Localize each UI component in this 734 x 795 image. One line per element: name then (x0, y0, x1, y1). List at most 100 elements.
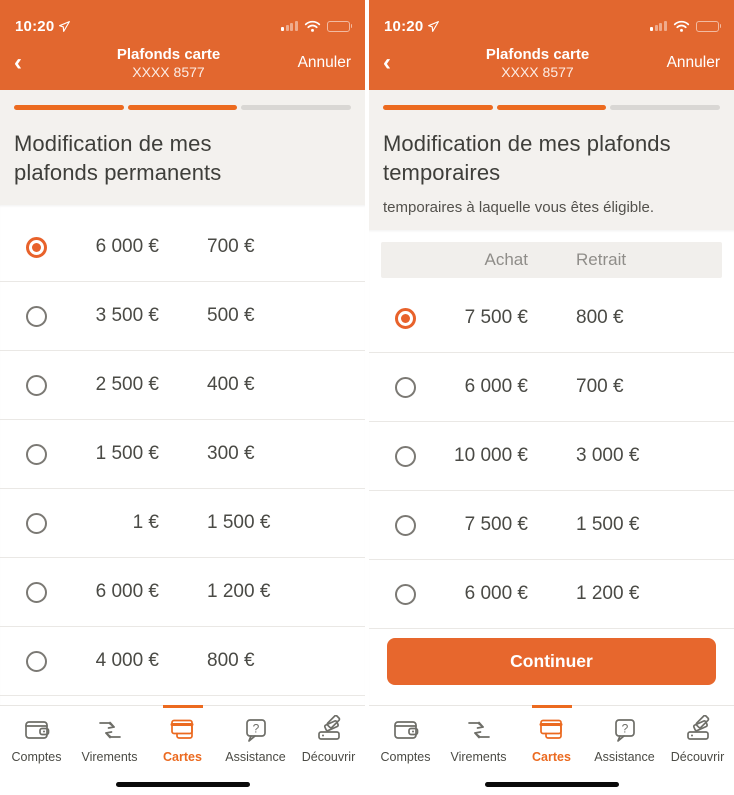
limit-row[interactable]: 1 € 1 500 € (0, 489, 365, 558)
tab-label: Découvrir (301, 750, 356, 764)
wifi-icon (304, 20, 320, 32)
cards-icon (537, 715, 567, 745)
tab-label: Cartes (163, 750, 202, 764)
cancel-button[interactable]: Annuler (666, 54, 720, 71)
column-retrait: Retrait (576, 250, 627, 269)
limits-list: 7 500 € 800 € 6 000 € 700 € 10 000 € 3 0… (369, 278, 734, 629)
radio[interactable] (395, 583, 416, 605)
achat-value: 1 500 € (95, 443, 159, 464)
progress-bar (383, 105, 721, 110)
radio[interactable] (26, 581, 47, 603)
achat-value: 6 000 € (95, 581, 159, 602)
progress-segment (14, 105, 124, 110)
retrait-value: 3 000 € (576, 445, 640, 466)
retrait-value: 300 € (207, 443, 255, 464)
nav-bar: ‹ Plafonds carte XXXX 8577 Annuler (0, 42, 365, 90)
tab-decouvrir[interactable]: Découvrir (292, 706, 365, 775)
radio[interactable] (26, 305, 47, 327)
limit-row[interactable]: 6 000 € 1 200 € (0, 558, 365, 627)
limit-row[interactable]: 4 000 € 800 € (0, 627, 365, 696)
tab-virements[interactable]: Virements (442, 706, 515, 775)
header: 10:20 ‹ Plafonds carte (369, 0, 734, 90)
limit-row[interactable]: 6 000 € 1 200 € (369, 560, 734, 629)
radio[interactable] (395, 514, 416, 536)
swatch-fan-icon (683, 715, 713, 745)
limits-list-sheet: 6 000 € 700 € 3 500 € 500 € 2 500 € 400 … (0, 205, 365, 705)
radio[interactable] (26, 650, 47, 672)
cancel-button[interactable]: Annuler (297, 54, 351, 71)
continue-button[interactable]: Continuer (387, 638, 716, 685)
home-indicator[interactable] (115, 782, 250, 787)
home-indicator-area (369, 775, 734, 795)
retrait-value: 1 500 € (576, 514, 640, 535)
battery-icon (695, 20, 721, 32)
page-title: Modification de mes plafonds permanents (14, 131, 222, 185)
retrait-value: 800 € (207, 650, 255, 671)
tab-comptes[interactable]: Comptes (369, 706, 442, 775)
limit-row[interactable]: 10 000 € 3 000 € (369, 422, 734, 491)
progress-segment (610, 105, 721, 110)
status-bar: 10:20 (0, 0, 365, 42)
achat-value: 4 000 € (95, 650, 159, 671)
limit-row[interactable]: 6 000 € 700 € (0, 213, 365, 282)
limit-row[interactable]: 7 500 € 800 € (369, 284, 734, 353)
tab-cartes[interactable]: Cartes (515, 706, 588, 775)
limit-row[interactable]: 3 500 € 500 € (0, 282, 365, 351)
intro-section: Modification de mes plafonds permanents (0, 90, 365, 205)
limit-row[interactable]: 1 500 € 300 € (0, 420, 365, 489)
svg-text:?: ? (252, 722, 259, 736)
intro-description: temporaires à laquelle vous êtes éligibl… (383, 199, 654, 216)
home-indicator-area (0, 775, 365, 795)
retrait-value: 700 € (207, 236, 255, 257)
screen-plafonds-permanents: 10:20 ‹ Plafonds carte (0, 0, 365, 795)
status-time: 10:20 (384, 17, 424, 35)
back-button[interactable]: ‹ (14, 49, 22, 76)
achat-value: 7 500 € (464, 307, 528, 328)
nav-title: Plafonds carte (485, 46, 590, 63)
column-achat: Achat (484, 250, 528, 269)
tab-comptes[interactable]: Comptes (0, 706, 73, 775)
limit-row[interactable]: 6 000 € 700 € (369, 353, 734, 422)
back-button[interactable]: ‹ (383, 49, 391, 76)
tab-assistance[interactable]: ? Assistance (219, 706, 292, 775)
tab-bar: Comptes Virements Cartes ? Assistance Dé… (0, 705, 365, 775)
radio-selected[interactable] (395, 307, 416, 329)
card-number: XXXX 8577 (501, 64, 574, 80)
radio[interactable] (395, 376, 416, 398)
progress-segment (127, 105, 238, 110)
tab-label: Virements (81, 750, 138, 764)
tab-label: Assistance (594, 750, 655, 764)
wallet-icon (22, 715, 52, 745)
radio[interactable] (395, 445, 416, 467)
tab-virements[interactable]: Virements (73, 706, 146, 775)
tab-cartes[interactable]: Cartes (146, 706, 219, 775)
radio[interactable] (26, 512, 47, 534)
progress-bar (14, 105, 352, 110)
status-bar: 10:20 (369, 0, 734, 42)
transfer-arrows-icon (95, 715, 125, 745)
retrait-value: 1 200 € (207, 581, 271, 602)
page-title: Modification de mes plafonds temporaires (383, 131, 671, 185)
retrait-value: 500 € (207, 305, 255, 326)
tab-label: Cartes (532, 750, 571, 764)
radio[interactable] (26, 374, 47, 396)
tab-decouvrir[interactable]: Découvrir (661, 706, 734, 775)
battery-icon (326, 20, 352, 32)
signal-icon (281, 21, 298, 31)
limit-row[interactable]: 7 500 € 1 500 € (369, 491, 734, 560)
limit-row[interactable]: 2 500 € 400 € (0, 351, 365, 420)
retrait-value: 400 € (207, 374, 255, 395)
header: 10:20 ‹ Plafonds carte (0, 0, 365, 90)
limits-list-sheet: Achat Retrait 7 500 € 800 € 6 000 € 700 … (369, 230, 734, 705)
tab-label: Assistance (225, 750, 286, 764)
tab-bar: Comptes Virements Cartes ? Assistance Dé… (369, 705, 734, 775)
radio[interactable] (26, 443, 47, 465)
svg-text:?: ? (621, 722, 628, 736)
achat-value: 6 000 € (464, 583, 528, 604)
home-indicator[interactable] (484, 782, 619, 787)
tab-label: Virements (450, 750, 507, 764)
tab-assistance[interactable]: ? Assistance (588, 706, 661, 775)
retrait-value: 700 € (576, 376, 624, 397)
card-number: XXXX 8577 (132, 64, 205, 80)
radio-selected[interactable] (26, 236, 47, 258)
